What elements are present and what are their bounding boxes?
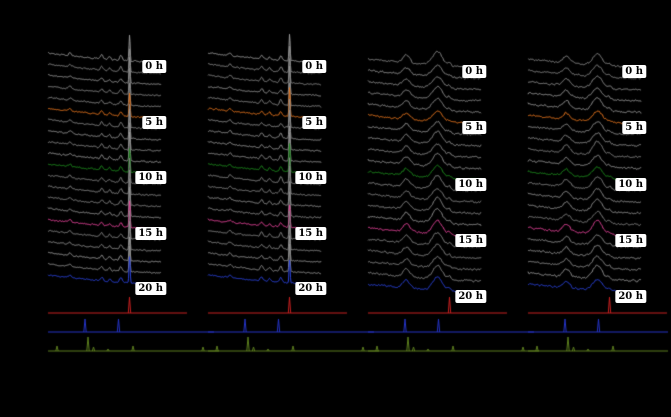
time-label-10h-panel-1: 10 h	[135, 171, 166, 184]
time-label-15h-panel-3: 15 h	[455, 233, 486, 247]
time-label-0h-panel-2: 0 h	[302, 60, 326, 73]
time-label-0h-panel-3: 0 h	[462, 65, 486, 78]
time-label-5h-panel-4: 5 h	[622, 121, 646, 135]
time-label-0h-panel-4: 0 h	[622, 65, 646, 78]
time-label-20h-panel-3: 20 h	[455, 290, 486, 303]
time-label-20h-panel-2: 20 h	[295, 282, 326, 295]
time-label-0h-panel-1: 0 h	[142, 60, 166, 73]
time-label-10h-panel-3: 10 h	[455, 177, 486, 191]
time-label-20h-panel-1: 20 h	[135, 282, 166, 295]
time-label-20h-panel-4: 20 h	[615, 290, 646, 303]
time-label-5h-panel-3: 5 h	[462, 121, 486, 135]
time-label-5h-panel-2: 5 h	[302, 115, 326, 129]
time-label-15h-panel-4: 15 h	[615, 233, 646, 247]
time-label-10h-panel-4: 10 h	[615, 177, 646, 191]
time-label-15h-panel-2: 15 h	[295, 226, 326, 240]
time-label-10h-panel-2: 10 h	[295, 171, 326, 184]
time-label-15h-panel-1: 15 h	[135, 226, 166, 240]
time-label-5h-panel-1: 5 h	[142, 115, 166, 129]
